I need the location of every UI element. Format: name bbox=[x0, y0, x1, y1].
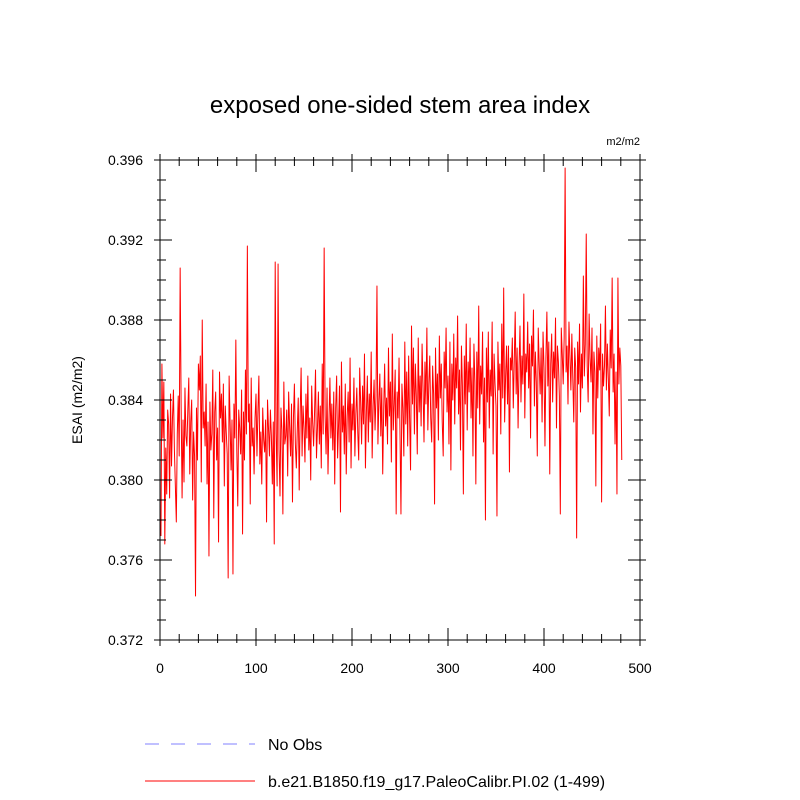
tick-layer bbox=[154, 154, 646, 646]
x-tick-label: 100 bbox=[244, 660, 268, 676]
x-tick-label: 400 bbox=[532, 660, 556, 676]
y-tick-label: 0.372 bbox=[108, 632, 143, 648]
x-tick-label: 300 bbox=[436, 660, 460, 676]
x-tick-labels: 0 100 200 300 400 500 bbox=[156, 660, 652, 676]
series-layer bbox=[160, 167, 623, 597]
y-axis-label: ESAI (m2/m2) bbox=[69, 356, 85, 444]
x-tick-label: 500 bbox=[628, 660, 652, 676]
y-tick-labels: 0.372 0.376 0.380 0.384 0.388 0.392 0.396 bbox=[108, 152, 143, 648]
y-tick-label: 0.380 bbox=[108, 472, 143, 488]
y-tick-label: 0.392 bbox=[108, 232, 143, 248]
y-tick-label: 0.388 bbox=[108, 312, 143, 328]
y-tick-label: 0.384 bbox=[108, 392, 143, 408]
units-label: m2/m2 bbox=[606, 136, 640, 148]
legend-label-model: b.e21.B1850.f19_g17.PaleoCalibr.PI.02 (1… bbox=[268, 774, 605, 791]
legend: No Obs b.e21.B1850.f19_g17.PaleoCalibr.P… bbox=[145, 737, 605, 791]
legend-label-no-obs: No Obs bbox=[268, 737, 322, 754]
x-tick-label: 0 bbox=[156, 660, 164, 676]
y-tick-label: 0.396 bbox=[108, 152, 143, 168]
series-line-1 bbox=[160, 167, 623, 597]
x-tick-label: 200 bbox=[340, 660, 364, 676]
y-tick-label: 0.376 bbox=[108, 552, 143, 568]
chart-title: exposed one-sided stem area index bbox=[210, 92, 590, 119]
